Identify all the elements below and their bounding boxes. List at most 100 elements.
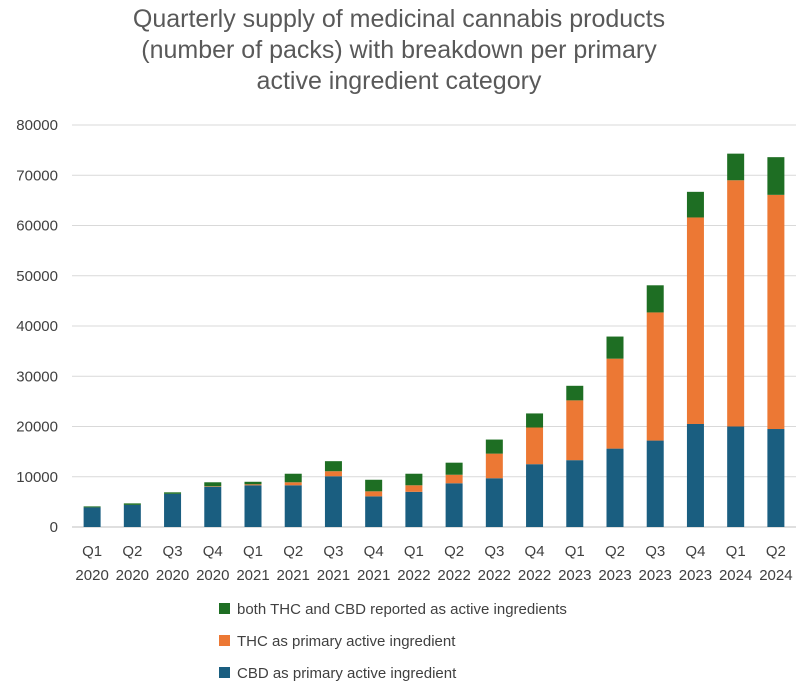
- bar-segment-series-2: [365, 479, 383, 492]
- x-category-quarter: Q3: [645, 543, 665, 560]
- bar-segment-series-2: [445, 462, 463, 475]
- x-category-year: 2024: [759, 567, 792, 584]
- x-category-year: 2023: [679, 567, 712, 584]
- bar-segment-series-1: [767, 194, 785, 430]
- x-category-quarter: Q2: [283, 543, 303, 560]
- bar-segment-series-2: [566, 385, 584, 401]
- y-axis-tick-labels: 0 10000 20000 30000 40000 50000 60000 70000 8000…: [16, 117, 58, 536]
- x-category-quarter: Q3: [323, 543, 343, 560]
- x-category-year: 2022: [437, 567, 470, 584]
- bar-segment-series-2: [526, 413, 544, 428]
- bar-segment-series-0: [204, 486, 222, 527]
- chart-title-line-1: Quarterly supply of medicinal cannabis p…: [132, 5, 666, 33]
- bars: [83, 153, 785, 527]
- x-category-quarter: Q2: [122, 543, 142, 560]
- bar-segment-series-2: [83, 506, 101, 508]
- chart-title-line-3: active ingredient category: [256, 67, 542, 95]
- legend-label: CBD as primary active ingredient: [237, 665, 457, 682]
- bar-segment-series-0: [686, 423, 704, 527]
- bar-segment-series-2: [405, 473, 423, 486]
- bar-segment-series-1: [324, 471, 342, 477]
- x-category-year: 2021: [357, 567, 390, 584]
- bar-segment-series-2: [727, 153, 745, 181]
- bar-segment-series-2: [164, 492, 182, 494]
- bar-segment-series-2: [324, 461, 342, 472]
- y-tick-label: 30000: [16, 368, 58, 385]
- x-category-quarter: Q4: [364, 543, 384, 560]
- bar-segment-series-2: [767, 157, 785, 195]
- x-category-quarter: Q1: [82, 543, 102, 560]
- bar-segment-series-1: [284, 482, 302, 486]
- x-category-quarter: Q1: [404, 543, 424, 560]
- x-category-quarter: Q3: [163, 543, 183, 560]
- bar-segment-series-2: [485, 439, 503, 454]
- x-category-quarter: Q1: [243, 543, 263, 560]
- bar-segment-series-0: [164, 493, 182, 527]
- bar-segment-series-2: [284, 473, 302, 483]
- y-tick-label: 60000: [16, 218, 58, 235]
- bar-segment-series-1: [445, 474, 463, 484]
- bar-segment-series-2: [204, 482, 222, 487]
- bar-segment-series-2: [244, 481, 262, 485]
- bar-segment-series-0: [646, 440, 664, 527]
- x-category-year: 2020: [75, 567, 108, 584]
- x-category-quarter: Q2: [766, 543, 786, 560]
- bar-segment-series-2: [646, 285, 664, 313]
- gridlines: [72, 124, 796, 528]
- bar-segment-series-0: [727, 426, 745, 527]
- bar-segment-series-0: [767, 429, 785, 527]
- bar-segment-series-0: [244, 485, 262, 527]
- bar-segment-series-0: [324, 476, 342, 527]
- legend-swatch: [219, 603, 230, 614]
- x-category-year: 2022: [478, 567, 511, 584]
- bar-segment-series-1: [686, 217, 704, 424]
- bar-segment-series-0: [83, 507, 101, 527]
- x-category-year: 2020: [196, 567, 229, 584]
- x-category-year: 2023: [558, 567, 591, 584]
- x-category-year: 2021: [277, 567, 310, 584]
- bar-segment-series-2: [686, 191, 704, 218]
- bar-segment-series-1: [526, 427, 544, 465]
- bar-segment-series-1: [646, 312, 664, 441]
- x-category-quarter: Q4: [525, 543, 545, 560]
- x-category-year: 2024: [719, 567, 752, 584]
- legend-label: both THC and CBD reported as active ingr…: [237, 601, 567, 618]
- bar-segment-series-2: [123, 503, 141, 505]
- bar-segment-series-1: [365, 491, 383, 497]
- bar-segment-series-0: [284, 485, 302, 527]
- bar-segment-series-1: [244, 484, 262, 486]
- y-tick-label: 40000: [16, 318, 58, 335]
- legend-swatch: [219, 667, 230, 678]
- x-category-quarter: Q4: [203, 543, 223, 560]
- bar-segment-series-0: [526, 464, 544, 527]
- chart-title-line-2: (number of packs) with breakdown per pri…: [141, 36, 657, 64]
- x-category-year: 2020: [116, 567, 149, 584]
- bar-segment-series-1: [727, 180, 745, 427]
- legend-label: THC as primary active ingredient: [237, 633, 456, 650]
- x-category-year: 2020: [156, 567, 189, 584]
- bar-segment-series-1: [204, 486, 222, 487]
- x-category-quarter: Q2: [605, 543, 625, 560]
- x-category-year: 2021: [236, 567, 269, 584]
- x-category-year: 2023: [598, 567, 631, 584]
- x-category-year: 2022: [518, 567, 551, 584]
- y-tick-label: 50000: [16, 268, 58, 285]
- x-category-year: 2022: [397, 567, 430, 584]
- bar-segment-series-0: [566, 460, 584, 527]
- y-tick-label: 20000: [16, 419, 58, 436]
- bar-segment-series-1: [606, 358, 624, 449]
- x-category-year: 2023: [639, 567, 672, 584]
- y-tick-label: 80000: [16, 117, 58, 134]
- x-category-quarter: Q3: [484, 543, 504, 560]
- x-category-quarter: Q1: [726, 543, 746, 560]
- x-category-quarter: Q4: [685, 543, 705, 560]
- x-axis-category-labels: Q1 2020 Q2 2020 Q3 2020 Q4 2020 Q1 2021 Q2 2021 Q3 20…: [75, 543, 792, 584]
- bar-segment-series-1: [485, 453, 503, 479]
- bar-segment-series-0: [405, 491, 423, 527]
- bar-segment-series-0: [123, 504, 141, 527]
- x-category-quarter: Q1: [565, 543, 585, 560]
- bar-segment-series-2: [606, 336, 624, 359]
- bar-segment-series-0: [365, 496, 383, 527]
- y-tick-label: 10000: [16, 469, 58, 486]
